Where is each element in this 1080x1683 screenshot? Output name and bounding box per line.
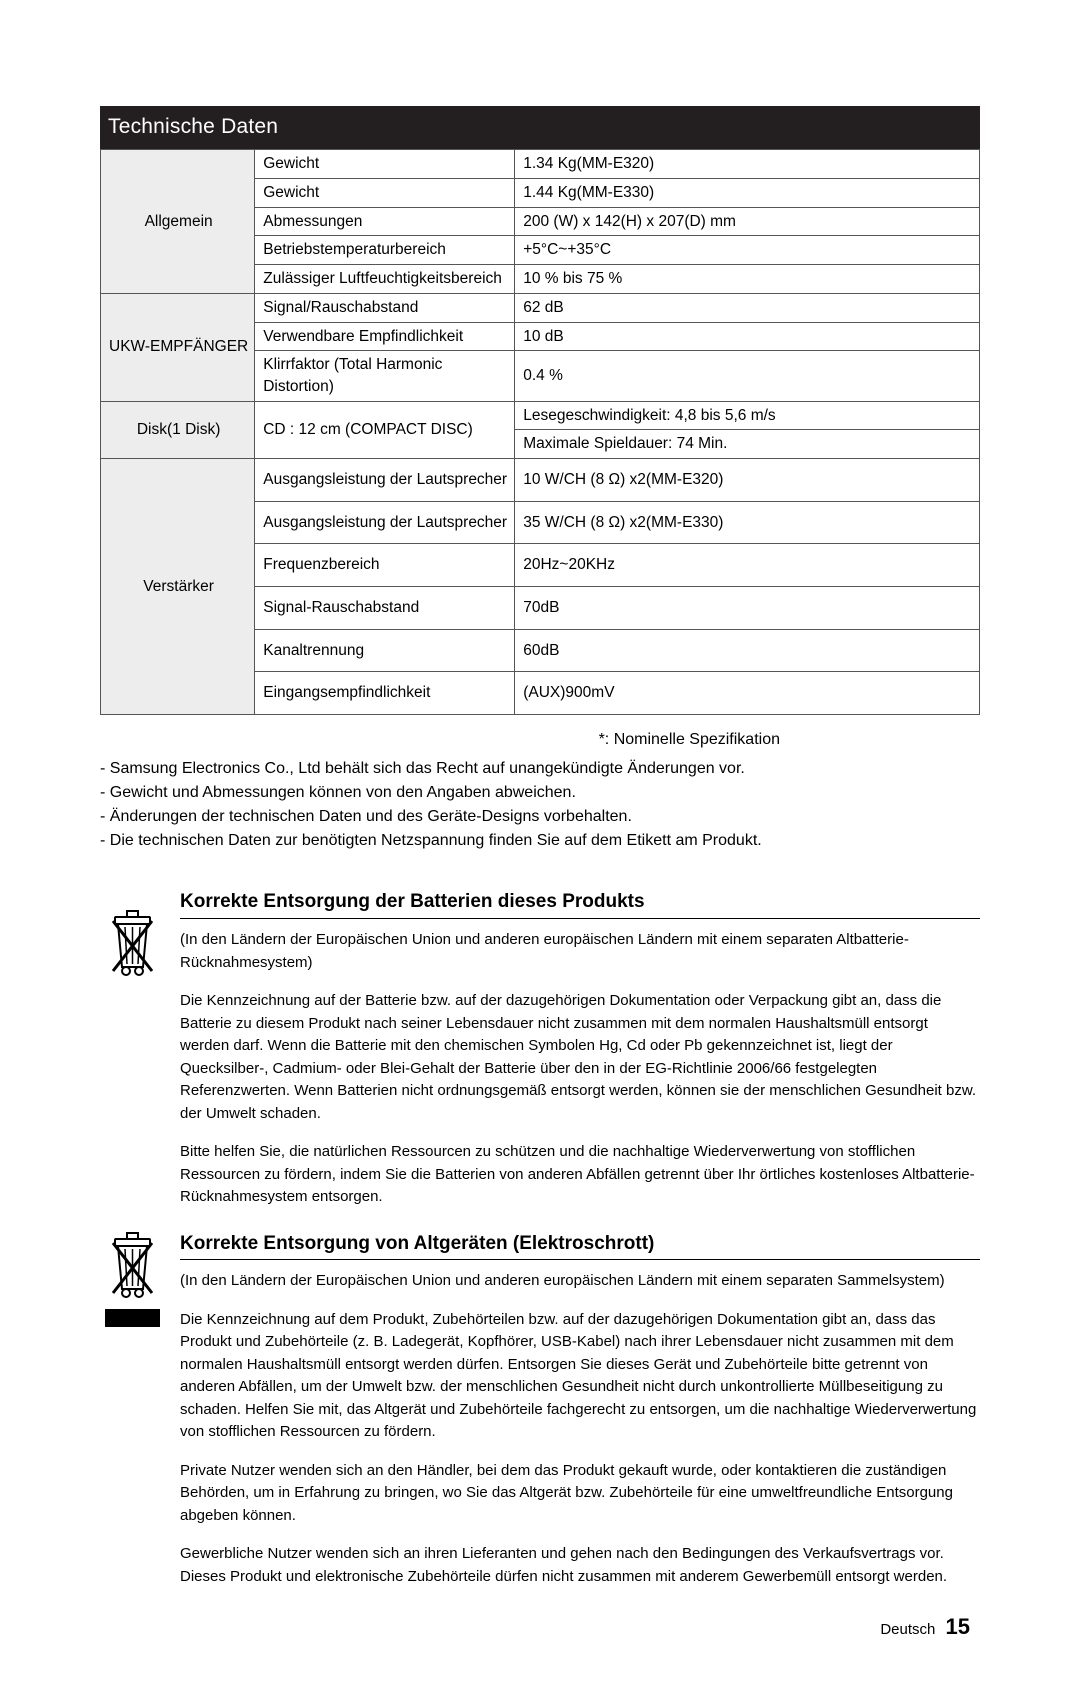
battery-p3: Bitte helfen Sie, die natürlichen Ressou… bbox=[180, 1141, 980, 1209]
spec-value: 20Hz~20KHz bbox=[515, 544, 980, 587]
spec-value: Lesegeschwindigkeit: 4,8 bis 5,6 m/s bbox=[515, 401, 980, 430]
battery-title: Korrekte Entsorgung der Batterien dieses… bbox=[180, 889, 980, 919]
spec-table: AllgemeinGewicht1.34 Kg(MM-E320)Gewicht1… bbox=[100, 149, 980, 715]
weee-disposal-section: Korrekte Entsorgung von Altgeräten (Elek… bbox=[180, 1231, 980, 1589]
section-header: Technische Daten bbox=[100, 106, 980, 149]
weee-solid-bar-icon bbox=[105, 1309, 160, 1327]
spec-label: Kanaltrennung bbox=[255, 629, 515, 672]
note-line: - Gewicht und Abmessungen können von den… bbox=[100, 781, 980, 805]
spec-value: 10 % bis 75 % bbox=[515, 265, 980, 294]
spec-value: 200 (W) x 142(H) x 207(D) mm bbox=[515, 207, 980, 236]
spec-label: Betriebstemperaturbereich bbox=[255, 236, 515, 265]
weee-p2: Die Kennzeichnung auf dem Produkt, Zubeh… bbox=[180, 1309, 980, 1444]
spec-label: Ausgangsleistung der Lautsprecher bbox=[255, 501, 515, 544]
spec-label: Abmessungen bbox=[255, 207, 515, 236]
spec-group: Allgemein bbox=[101, 150, 255, 293]
notes-list: - Samsung Electronics Co., Ltd behält si… bbox=[100, 757, 980, 853]
spec-value: 35 W/CH (8 Ω) x2(MM-E330) bbox=[515, 501, 980, 544]
page-footer: Deutsch 15 bbox=[100, 1612, 980, 1643]
spec-value: 70dB bbox=[515, 587, 980, 630]
spec-label: CD : 12 cm (COMPACT DISC) bbox=[255, 401, 515, 458]
spec-value: 1.34 Kg(MM-E320) bbox=[515, 150, 980, 179]
spec-value: 60dB bbox=[515, 629, 980, 672]
spec-label: Frequenzbereich bbox=[255, 544, 515, 587]
note-line: - Änderungen der technischen Daten und d… bbox=[100, 805, 980, 829]
spec-group: Verstärker bbox=[101, 458, 255, 714]
spec-label: Eingangsempfindlichkeit bbox=[255, 672, 515, 715]
battery-p2: Die Kennzeichnung auf der Batterie bzw. … bbox=[180, 990, 980, 1125]
battery-disposal-section: Korrekte Entsorgung der Batterien dieses… bbox=[180, 889, 980, 1208]
battery-p1: (In den Ländern der Europäischen Union u… bbox=[180, 929, 980, 974]
weee-p1: (In den Ländern der Europäischen Union u… bbox=[180, 1270, 980, 1293]
spec-value: 10 W/CH (8 Ω) x2(MM-E320) bbox=[515, 458, 980, 501]
spec-value: (AUX)900mV bbox=[515, 672, 980, 715]
spec-label: Signal-Rauschabstand bbox=[255, 587, 515, 630]
weee-p4: Gewerbliche Nutzer wenden sich an ihren … bbox=[180, 1543, 980, 1588]
spec-value: +5°C~+35°C bbox=[515, 236, 980, 265]
spec-label: Gewicht bbox=[255, 150, 515, 179]
spec-label: Signal/Rauschabstand bbox=[255, 293, 515, 322]
footer-language: Deutsch bbox=[880, 1621, 935, 1638]
spec-value: Maximale Spieldauer: 74 Min. bbox=[515, 430, 980, 459]
footnote: *: Nominelle Spezifikation bbox=[100, 729, 980, 751]
note-line: - Die technischen Daten zur benötigten N… bbox=[100, 829, 980, 853]
note-line: - Samsung Electronics Co., Ltd behält si… bbox=[100, 757, 980, 781]
spec-value: 1.44 Kg(MM-E330) bbox=[515, 179, 980, 208]
weee-title: Korrekte Entsorgung von Altgeräten (Elek… bbox=[180, 1231, 980, 1261]
spec-label: Klirrfaktor (Total Harmonic Distortion) bbox=[255, 351, 515, 401]
spec-label: Zulässiger Luftfeuchtigkeitsbereich bbox=[255, 265, 515, 294]
weee-p3: Private Nutzer wenden sich an den Händle… bbox=[180, 1460, 980, 1528]
crossed-bin-icon bbox=[105, 1231, 160, 1301]
footer-page-number: 15 bbox=[946, 1614, 970, 1639]
spec-group: Disk(1 Disk) bbox=[101, 401, 255, 458]
spec-label: Verwendbare Empfindlichkeit bbox=[255, 322, 515, 351]
spec-value: 0.4 % bbox=[515, 351, 980, 401]
spec-label: Gewicht bbox=[255, 179, 515, 208]
spec-value: 10 dB bbox=[515, 322, 980, 351]
crossed-bin-icon bbox=[105, 909, 160, 979]
spec-label: Ausgangsleistung der Lautsprecher bbox=[255, 458, 515, 501]
spec-group: UKW-EMPFÄNGER bbox=[101, 293, 255, 401]
spec-value: 62 dB bbox=[515, 293, 980, 322]
